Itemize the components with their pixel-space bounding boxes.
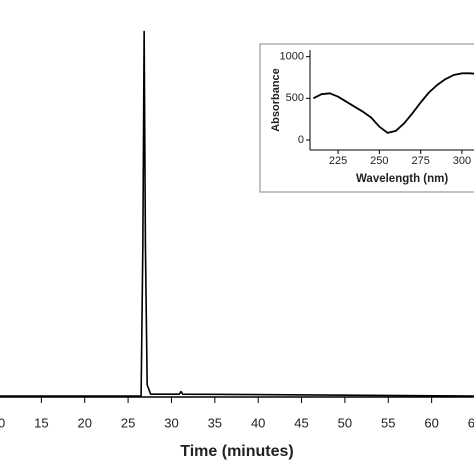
inset-frame <box>259 43 474 193</box>
inset: Absorbance Wavelength (nm) 225 250 275 300 0… <box>259 43 474 193</box>
x-tick-label: 55 <box>381 415 395 430</box>
x-tick-label: 10 <box>0 415 5 430</box>
main-plot: Time (minutes) 10 15 20 25 30 35 40 45 50 55 60 65 <box>0 30 474 460</box>
x-tick-label: 45 <box>294 415 308 430</box>
inset-y-label: Absorbance <box>270 68 282 132</box>
data-line <box>0 30 474 397</box>
x-tick-label: 40 <box>251 415 265 430</box>
x-tick-label: 300 <box>453 155 471 167</box>
data-line <box>312 72 474 134</box>
x-tick-label: 60 <box>424 415 438 430</box>
x-tick-label: 275 <box>411 155 429 167</box>
x-tick-label: 65 <box>468 415 474 430</box>
x-tick-label: 225 <box>329 155 347 167</box>
x-tick-label: 15 <box>34 415 48 430</box>
x-tick-label: 30 <box>164 415 178 430</box>
inset-x-label: Wavelength (nm) <box>356 173 448 185</box>
x-tick-label: 20 <box>77 415 91 430</box>
y-tick-label: 500 <box>286 92 304 104</box>
x-axis-label: Time (minutes) <box>180 443 294 460</box>
x-tick-label: 250 <box>370 155 388 167</box>
x-tick-label: 35 <box>208 415 222 430</box>
y-tick-label: 1000 <box>280 51 304 63</box>
x-tick-label: 25 <box>121 415 135 430</box>
x-tick-label: 50 <box>338 415 352 430</box>
y-tick-label: 0 <box>298 134 304 146</box>
